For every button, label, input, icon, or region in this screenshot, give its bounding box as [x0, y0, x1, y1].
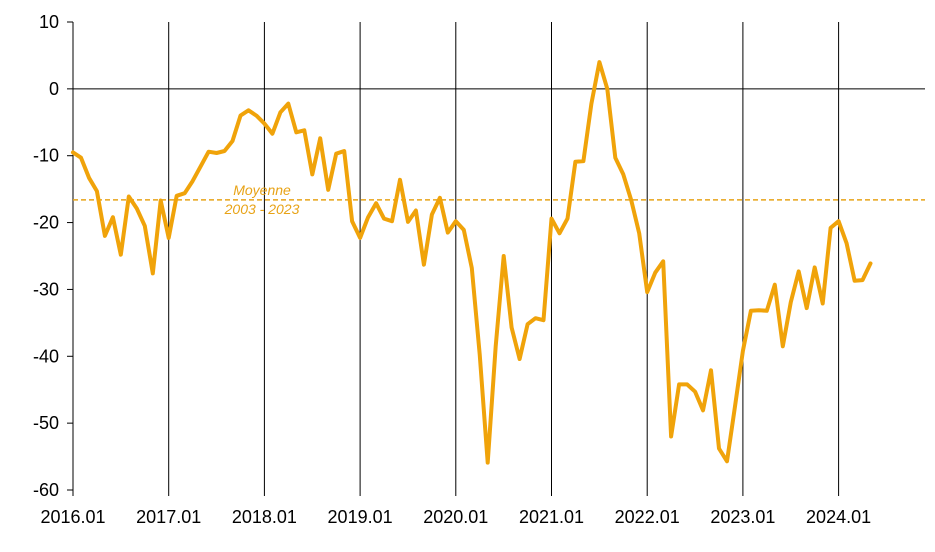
average-label-line1: Moyenne	[233, 182, 291, 198]
y-tick-label: -30	[33, 279, 59, 299]
x-tick-label: 2020.01	[423, 507, 488, 527]
y-tick-label: -50	[33, 413, 59, 433]
x-tick-label: 2024.01	[806, 507, 871, 527]
average-label-line2: 2003 - 2023	[224, 201, 300, 217]
x-tick-label: 2018.01	[232, 507, 297, 527]
vertical-gridlines	[168, 22, 840, 490]
x-tick-label: 2017.01	[136, 507, 201, 527]
x-tick-label: 2021.01	[519, 507, 584, 527]
series-line	[71, 60, 873, 465]
y-tick-label: -20	[33, 213, 59, 233]
x-tick-label: 2022.01	[615, 507, 680, 527]
y-axis-ticks: 10 0 -10 -20 -30 -40 -50 -60	[33, 12, 73, 500]
y-tick-label: -40	[33, 346, 59, 366]
y-tick-label: 0	[49, 79, 59, 99]
y-tick-label: -60	[33, 480, 59, 500]
x-tick-label: 2019.01	[328, 507, 393, 527]
x-axis-ticks: 2016.01 2017.01 2018.01 2019.01 2020.01 2021.…	[40, 490, 871, 527]
x-tick-label: 2023.01	[710, 507, 775, 527]
y-tick-label: -10	[33, 146, 59, 166]
x-tick-label: 2016.01	[40, 507, 105, 527]
y-tick-label: 10	[39, 12, 59, 32]
